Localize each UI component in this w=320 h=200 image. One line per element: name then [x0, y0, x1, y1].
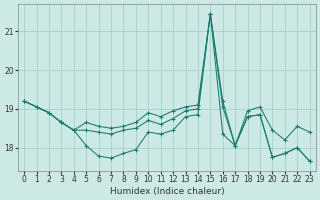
X-axis label: Humidex (Indice chaleur): Humidex (Indice chaleur)	[109, 187, 224, 196]
